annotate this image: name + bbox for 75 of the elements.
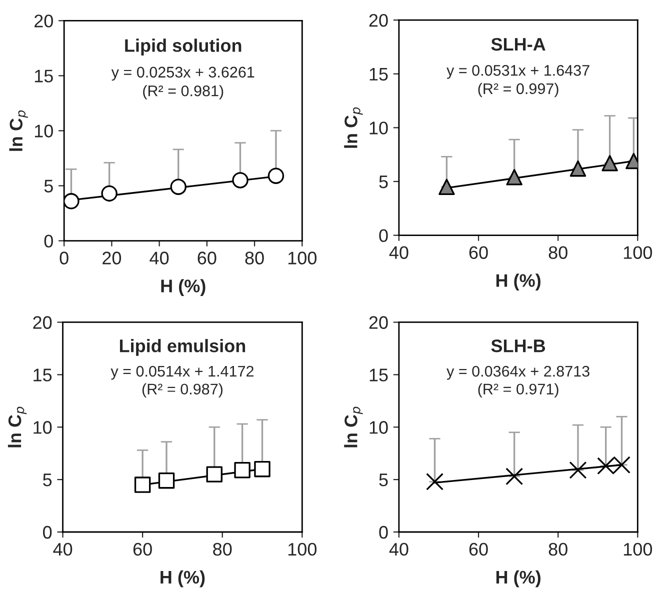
y-axis-title: ln C$_{p}$ bbox=[344, 107, 363, 148]
y-tick-label: 5 bbox=[44, 180, 53, 192]
x-tick-label: 100 bbox=[624, 542, 652, 556]
point bbox=[158, 472, 175, 489]
y-tick-label: 0 bbox=[43, 526, 52, 539]
point bbox=[134, 476, 151, 493]
annotation: y = 0.0364x + 2.8713 bbox=[446, 366, 590, 380]
x-tick-label: 80 bbox=[548, 542, 568, 556]
text: Lipid solution bbox=[125, 38, 242, 56]
x-tick-label: 40 bbox=[389, 542, 408, 556]
y-tick-label: 15 bbox=[34, 368, 52, 382]
y-tick-label: 20 bbox=[33, 316, 52, 329]
x-tick-label: 80 bbox=[213, 542, 232, 556]
point bbox=[506, 468, 524, 486]
y-tick-label: 0 bbox=[379, 526, 388, 539]
x-tick-label: 80 bbox=[245, 252, 264, 264]
x-tick-label: 40 bbox=[53, 542, 72, 556]
x-tick-label: 80 bbox=[548, 246, 568, 259]
annotation: (R² = 0.987) bbox=[142, 383, 222, 398]
x-axis-title: H (%) bbox=[160, 570, 205, 588]
x-tick-label: 100 bbox=[288, 542, 317, 556]
point bbox=[268, 168, 284, 184]
y-tick-label: 10 bbox=[370, 122, 388, 134]
point bbox=[426, 472, 444, 490]
point bbox=[101, 185, 118, 202]
x-tick-label: 40 bbox=[389, 246, 408, 259]
text: Lipid emulsion bbox=[120, 338, 246, 356]
point bbox=[170, 178, 186, 195]
y-axis-title: ln C$_{p}$ bbox=[8, 406, 27, 448]
annotation: y = 0.0514x + 1.4172 bbox=[110, 366, 254, 380]
x-tick-label: 60 bbox=[133, 542, 152, 556]
y-tick-label: 20 bbox=[369, 14, 388, 27]
y-tick-label: 20 bbox=[34, 14, 53, 28]
point bbox=[570, 160, 586, 177]
x-tick-label: 60 bbox=[198, 252, 216, 264]
point bbox=[506, 169, 522, 186]
y-tick-label: 10 bbox=[34, 421, 52, 434]
y-tick-label: 0 bbox=[44, 234, 53, 248]
point bbox=[232, 172, 248, 188]
x-axis-title: H (%) bbox=[161, 279, 206, 296]
x-tick-label: 40 bbox=[150, 252, 169, 264]
y-tick-label: 10 bbox=[34, 124, 53, 138]
x-tick-label: 100 bbox=[288, 252, 317, 264]
y-tick-label: 20 bbox=[369, 316, 388, 329]
point bbox=[64, 193, 80, 210]
point bbox=[206, 466, 222, 482]
y-tick-label: 15 bbox=[370, 68, 388, 81]
annotation: (R² = 0.971) bbox=[478, 383, 558, 398]
y-axis-title: ln C$_{p}$ bbox=[344, 406, 363, 448]
y-tick-label: 5 bbox=[43, 474, 52, 486]
y-axis-title: ln C$_{p}$ bbox=[9, 110, 28, 151]
x-tick-label: 20 bbox=[102, 252, 122, 264]
annotation: y = 0.0531x + 1.6437 bbox=[446, 65, 590, 79]
y-tick-label: 0 bbox=[379, 229, 388, 242]
y-tick-label: 15 bbox=[370, 368, 388, 382]
annotation: (R² = 0.981) bbox=[143, 85, 224, 100]
y-tick-label: 10 bbox=[370, 421, 388, 434]
point bbox=[569, 461, 587, 479]
point bbox=[438, 178, 455, 195]
text: SLH-A bbox=[491, 38, 546, 51]
point bbox=[602, 155, 618, 172]
x-tick-label: 60 bbox=[469, 246, 488, 259]
x-axis-title: H (%) bbox=[496, 274, 540, 290]
x-tick-label: 100 bbox=[624, 246, 652, 259]
annotation: (R² = 0.997) bbox=[478, 82, 558, 98]
point bbox=[234, 462, 250, 478]
y-tick-label: 15 bbox=[34, 70, 53, 82]
x-tick-label: 60 bbox=[469, 542, 488, 556]
annotation: y = 0.0253x + 3.6261 bbox=[111, 66, 254, 81]
x-tick-label: 0 bbox=[60, 252, 68, 264]
y-tick-label: 5 bbox=[379, 474, 388, 486]
text: SLH-B bbox=[491, 339, 546, 352]
x-axis-title: H (%) bbox=[496, 570, 540, 588]
y-tick-label: 5 bbox=[379, 176, 388, 188]
point bbox=[254, 460, 270, 478]
